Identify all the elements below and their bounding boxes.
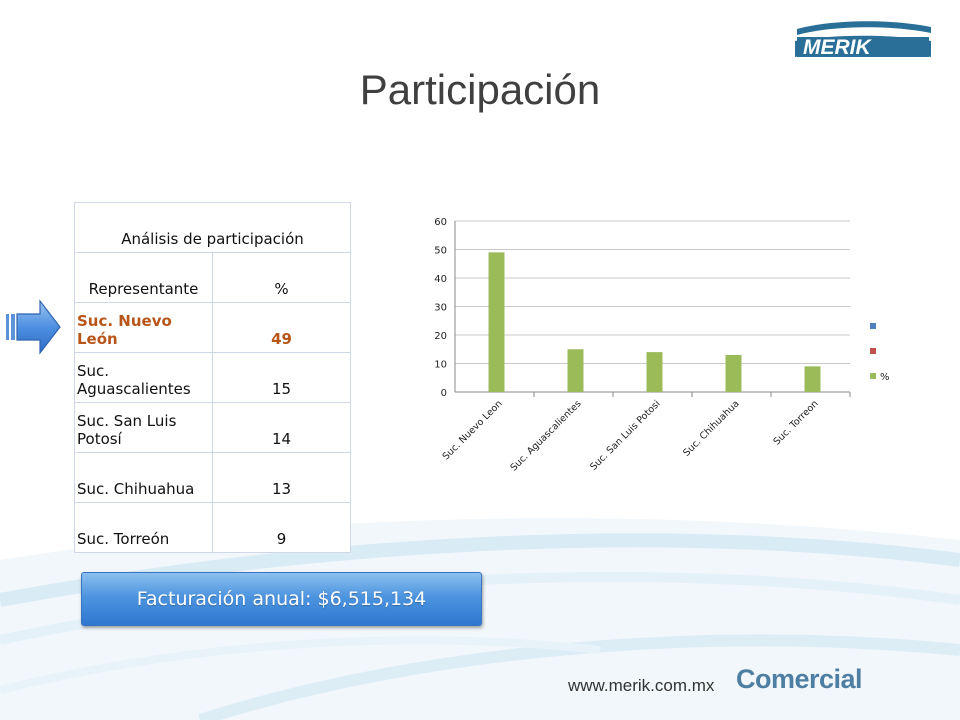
row-name: Suc. Torreón <box>74 502 213 553</box>
row-percent: 13 <box>212 452 351 503</box>
row-name: Suc. Nuevo León <box>74 302 213 353</box>
column-header-percent: % <box>212 252 351 303</box>
x-tick-label: Suc. Aguascalientes <box>508 398 583 473</box>
row-percent: 9 <box>212 502 351 553</box>
row-percent: 14 <box>212 402 351 453</box>
table-header-row: Representante % <box>74 252 351 303</box>
bar <box>488 252 505 392</box>
row-name: Suc. San Luis Potosí <box>74 402 213 453</box>
table-row: Suc. Torreón 9 <box>74 502 351 553</box>
participation-table: Análisis de participación Representante … <box>74 202 351 553</box>
annual-billing-label: Facturación anual: $6,515,134 <box>136 588 427 610</box>
x-tick-label: Suc. San Luis Potosi <box>588 398 662 472</box>
arrow-right-icon <box>6 299 61 355</box>
table-caption-row: Análisis de participación <box>74 202 351 253</box>
website-link[interactable]: www.merik.com.mx <box>568 676 715 695</box>
table-caption: Análisis de participación <box>74 202 351 253</box>
page-title: Participación <box>359 66 601 113</box>
bar <box>804 366 821 392</box>
table-row: Suc. Aguascalientes 15 <box>74 352 351 403</box>
row-name: Suc. Chihuahua <box>74 452 213 503</box>
bar <box>646 352 663 392</box>
y-tick-label: 50 <box>434 246 447 257</box>
y-tick-label: 60 <box>434 217 447 228</box>
department-label: Comercial <box>736 664 863 694</box>
legend-label: % <box>880 372 890 383</box>
y-tick-label: 30 <box>434 303 447 314</box>
legend-swatch <box>870 373 876 379</box>
y-tick-label: 20 <box>434 331 447 342</box>
merik-logo: MERIK <box>795 21 931 59</box>
bar <box>567 349 584 392</box>
table-row: Suc. Chihuahua 13 <box>74 452 351 503</box>
chart-bars <box>488 252 821 392</box>
row-percent: 15 <box>212 352 351 403</box>
x-tick-label: Suc. Chihuahua <box>681 398 741 458</box>
chart-legend: % <box>870 323 890 383</box>
logo-text: MERIK <box>803 36 873 59</box>
bar <box>725 354 742 392</box>
table-row: Suc. San Luis Potosí 14 <box>74 402 351 453</box>
annual-billing-banner: Facturación anual: $6,515,134 <box>81 572 482 626</box>
y-tick-label: 0 <box>441 388 447 399</box>
chart-x-axis: Suc. Nuevo Leon Suc. Aguascalientes Suc. S… <box>441 398 821 473</box>
y-tick-label: 10 <box>434 360 447 371</box>
participation-chart: 0 10 20 30 40 50 60 Suc. Nuevo Leon Suc. Aguasc… <box>434 217 890 474</box>
table-row: Suc. Nuevo León 49 <box>74 302 351 353</box>
chart-y-axis: 0 10 20 30 40 50 60 <box>434 217 447 399</box>
x-tick-label: Suc. Torreon <box>772 398 821 447</box>
row-name: Suc. Aguascalientes <box>74 352 213 403</box>
y-tick-label: 40 <box>434 274 447 285</box>
legend-swatch <box>870 323 876 329</box>
row-percent: 49 <box>212 302 351 353</box>
x-tick-label: Suc. Nuevo Leon <box>441 398 505 462</box>
column-header-representante: Representante <box>74 252 213 303</box>
legend-swatch <box>870 348 876 354</box>
